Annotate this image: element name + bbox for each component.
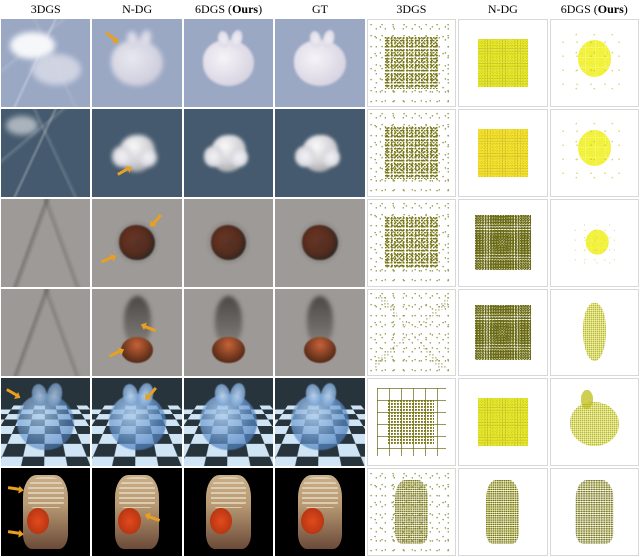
arrow-icon [6,388,18,397]
r5-6dgs-viz [549,467,640,557]
r3-gt-render [274,288,365,378]
r0-3dgs-render [0,18,91,108]
h-6dgs-r-prefix: 6DGS ( [561,2,598,16]
r0-3dgs-viz [366,18,457,108]
r5-ndg-render [91,467,182,557]
r1-6dgs-render [183,108,274,198]
col-header-6dgs-right: 6DGS (Ours) [549,0,640,18]
r1-ndg-render [91,108,182,198]
col-header-3dgs-left: 3DGS [0,0,91,18]
arrow-icon [152,214,162,225]
r4-ndg-render [91,377,182,467]
h-6dgs-l-prefix: 6DGS ( [195,2,232,16]
r0-ndg-render [91,18,182,108]
col-header-gt: GT [274,0,365,18]
arrow-icon [8,531,20,536]
r1-gt-render [274,108,365,198]
r4-3dgs-viz [366,377,457,467]
r4-ndg-viz [457,377,548,467]
h-6dgs-r-suffix: ) [624,2,628,16]
r2-6dgs-viz [549,198,640,288]
h-6dgs-l-suffix: ) [258,2,262,16]
r2-6dgs-render [183,198,274,288]
r1-3dgs-render [0,108,91,198]
arrow-icon [118,167,130,176]
col-header-ndg-right: N-DG [457,0,548,18]
h-6dgs-l-ours: Ours [232,2,258,16]
r2-ndg-render [91,198,182,288]
r0-ndg-viz [457,18,548,108]
r2-3dgs-render [0,198,91,288]
arrow-icon [109,349,121,357]
r4-gt-render [274,377,365,467]
r3-ndg-viz [457,288,548,378]
r4-6dgs-render [183,377,274,467]
r2-ndg-viz [457,198,548,288]
r2-gt-render [274,198,365,288]
h-6dgs-r-ours: Ours [598,2,624,16]
r5-6dgs-render [183,467,274,557]
r5-ndg-viz [457,467,548,557]
arrow-icon [101,256,113,264]
arrow-icon [105,31,116,41]
r3-ndg-render [91,288,182,378]
col-header-6dgs-left: 6DGS (Ours) [183,0,274,18]
r3-3dgs-viz [366,288,457,378]
col-header-ndg-left: N-DG [91,0,182,18]
r3-6dgs-render [183,288,274,378]
r5-gt-render [274,467,365,557]
col-header-3dgs-right: 3DGS [366,0,457,18]
r0-6dgs-viz [549,18,640,108]
r1-3dgs-viz [366,108,457,198]
r3-3dgs-render [0,288,91,378]
figure-grid: 3DGS N-DG 6DGS (Ours) GT 3DGS N-DG 6DGS … [0,0,640,557]
r5-3dgs-viz [366,467,457,557]
r0-6dgs-render [183,18,274,108]
r3-6dgs-viz [549,288,640,378]
arrow-icon [8,487,20,492]
r1-ndg-viz [457,108,548,198]
r1-6dgs-viz [549,108,640,198]
r5-3dgs-render [0,467,91,557]
r0-gt-render [274,18,365,108]
r4-6dgs-viz [549,377,640,467]
r2-3dgs-viz [366,198,457,288]
r4-3dgs-render [0,377,91,467]
